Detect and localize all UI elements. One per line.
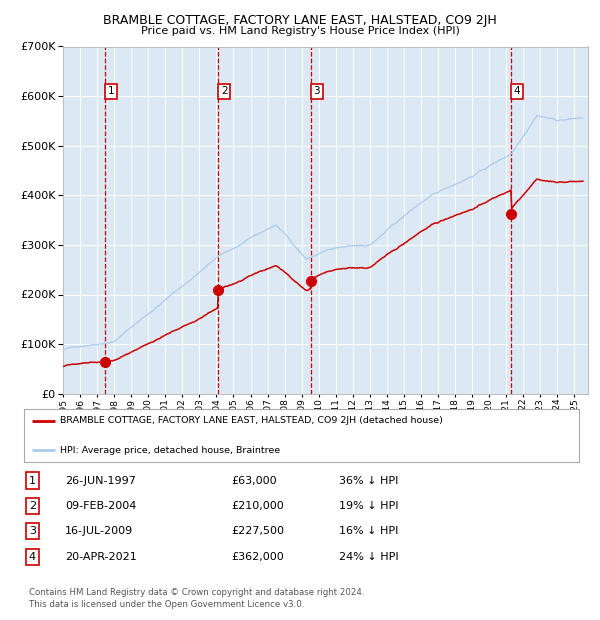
Text: HPI: Average price, detached house, Braintree: HPI: Average price, detached house, Brai…: [60, 446, 280, 455]
Text: 3: 3: [313, 86, 320, 96]
Text: £227,500: £227,500: [231, 526, 284, 536]
Text: Price paid vs. HM Land Registry's House Price Index (HPI): Price paid vs. HM Land Registry's House …: [140, 26, 460, 36]
Text: 26-JUN-1997: 26-JUN-1997: [65, 476, 136, 485]
Text: BRAMBLE COTTAGE, FACTORY LANE EAST, HALSTEAD, CO9 2JH (detached house): BRAMBLE COTTAGE, FACTORY LANE EAST, HALS…: [60, 416, 443, 425]
Text: £63,000: £63,000: [231, 476, 277, 485]
Text: 16-JUL-2009: 16-JUL-2009: [65, 526, 133, 536]
Text: 24% ↓ HPI: 24% ↓ HPI: [339, 552, 398, 562]
Text: 19% ↓ HPI: 19% ↓ HPI: [339, 501, 398, 511]
Text: 09-FEB-2004: 09-FEB-2004: [65, 501, 136, 511]
Text: 1: 1: [108, 86, 115, 96]
Text: Contains HM Land Registry data © Crown copyright and database right 2024.: Contains HM Land Registry data © Crown c…: [29, 588, 364, 597]
Text: 2: 2: [29, 501, 36, 511]
Text: 36% ↓ HPI: 36% ↓ HPI: [339, 476, 398, 485]
Text: 16% ↓ HPI: 16% ↓ HPI: [339, 526, 398, 536]
Text: £362,000: £362,000: [231, 552, 284, 562]
Text: 1: 1: [29, 476, 36, 485]
Text: This data is licensed under the Open Government Licence v3.0.: This data is licensed under the Open Gov…: [29, 600, 304, 609]
Text: £210,000: £210,000: [231, 501, 284, 511]
Text: 3: 3: [29, 526, 36, 536]
Text: 20-APR-2021: 20-APR-2021: [65, 552, 137, 562]
Text: BRAMBLE COTTAGE, FACTORY LANE EAST, HALSTEAD, CO9 2JH: BRAMBLE COTTAGE, FACTORY LANE EAST, HALS…: [103, 14, 497, 27]
Text: 4: 4: [514, 86, 520, 96]
Text: 4: 4: [29, 552, 36, 562]
Text: 2: 2: [221, 86, 227, 96]
